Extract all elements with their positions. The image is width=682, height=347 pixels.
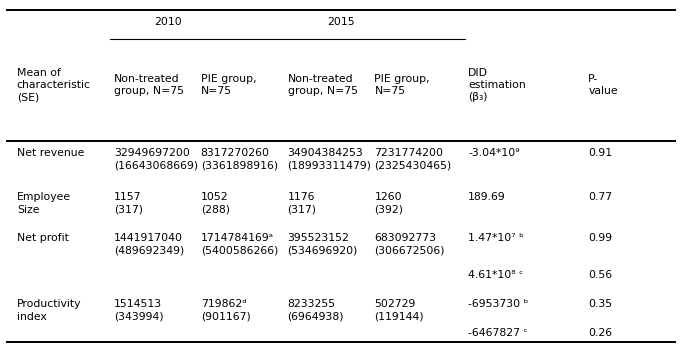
Text: 0.26: 0.26 <box>589 328 612 338</box>
Text: 1157
(317): 1157 (317) <box>114 192 143 214</box>
Text: Non-treated
group, N=75: Non-treated group, N=75 <box>288 74 357 96</box>
Text: Non-treated
group, N=75: Non-treated group, N=75 <box>114 74 183 96</box>
Text: 0.35: 0.35 <box>589 299 612 309</box>
Text: 1514513
(343994): 1514513 (343994) <box>114 299 164 322</box>
Text: Net revenue: Net revenue <box>17 148 84 158</box>
Text: DID
estimation
(β₃): DID estimation (β₃) <box>468 68 526 102</box>
Text: 683092773
(306672506): 683092773 (306672506) <box>374 233 445 255</box>
Text: 1441917040
(489692349): 1441917040 (489692349) <box>114 233 184 255</box>
Text: 0.56: 0.56 <box>589 270 612 280</box>
Text: 1260
(392): 1260 (392) <box>374 192 404 214</box>
Text: 1052
(288): 1052 (288) <box>201 192 230 214</box>
Text: Mean of
characteristic
(SE): Mean of characteristic (SE) <box>17 68 91 102</box>
Text: -3.04*10⁹: -3.04*10⁹ <box>468 148 520 158</box>
Text: 395523152
(534696920): 395523152 (534696920) <box>288 233 358 255</box>
Text: 8233255
(6964938): 8233255 (6964938) <box>288 299 344 322</box>
Text: P-
value: P- value <box>589 74 618 96</box>
Text: 7231774200
(2325430465): 7231774200 (2325430465) <box>374 148 451 170</box>
Text: PIE group,
N=75: PIE group, N=75 <box>201 74 256 96</box>
Text: Productivity
index: Productivity index <box>17 299 81 322</box>
Text: 1176
(317): 1176 (317) <box>288 192 316 214</box>
Text: 0.99: 0.99 <box>589 233 612 243</box>
Text: 1714784169ᵃ
(5400586266): 1714784169ᵃ (5400586266) <box>201 233 278 255</box>
Text: 719862ᵈ
(901167): 719862ᵈ (901167) <box>201 299 250 322</box>
Text: 0.91: 0.91 <box>589 148 612 158</box>
Text: Employee
Size: Employee Size <box>17 192 71 214</box>
Text: 32949697200
(16643068669): 32949697200 (16643068669) <box>114 148 198 170</box>
Text: 502729
(119144): 502729 (119144) <box>374 299 424 322</box>
Text: 34904384253
(18993311479): 34904384253 (18993311479) <box>288 148 372 170</box>
Text: PIE group,
N=75: PIE group, N=75 <box>374 74 430 96</box>
Text: 4.61*10⁸ ᶜ: 4.61*10⁸ ᶜ <box>468 270 523 280</box>
Text: 8317270260
(3361898916): 8317270260 (3361898916) <box>201 148 278 170</box>
Text: -6467827 ᶜ: -6467827 ᶜ <box>468 328 527 338</box>
Text: Net profit: Net profit <box>17 233 69 243</box>
Text: 189.69: 189.69 <box>468 192 506 202</box>
Text: -6953730 ᵇ: -6953730 ᵇ <box>468 299 529 309</box>
Text: 2010: 2010 <box>154 17 181 27</box>
Text: 1.47*10⁷ ᵇ: 1.47*10⁷ ᵇ <box>468 233 524 243</box>
Text: 0.77: 0.77 <box>589 192 612 202</box>
Text: 2015: 2015 <box>327 17 355 27</box>
